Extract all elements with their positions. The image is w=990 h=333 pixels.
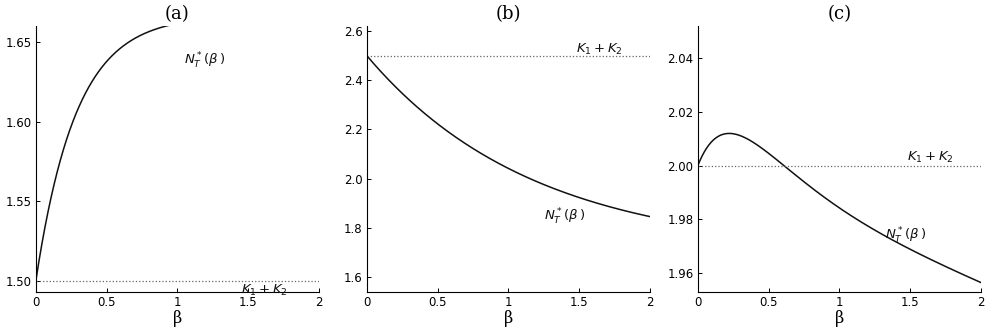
Text: $N_T^*(\beta\,)$: $N_T^*(\beta\,)$: [544, 207, 585, 227]
Text: (a): (a): [165, 5, 190, 23]
Text: (b): (b): [496, 5, 521, 23]
X-axis label: β: β: [504, 310, 513, 327]
Text: $K_1+K_2$: $K_1+K_2$: [241, 283, 288, 298]
Text: $K_1+K_2$: $K_1+K_2$: [576, 42, 623, 57]
X-axis label: β: β: [835, 310, 843, 327]
Text: $N_T^*(\beta\,)$: $N_T^*(\beta\,)$: [184, 51, 226, 71]
Text: (c): (c): [828, 5, 851, 23]
Text: $N_T^*(\beta\,)$: $N_T^*(\beta\,)$: [884, 225, 926, 245]
Text: $K_1+K_2$: $K_1+K_2$: [907, 150, 954, 165]
X-axis label: β: β: [172, 310, 182, 327]
